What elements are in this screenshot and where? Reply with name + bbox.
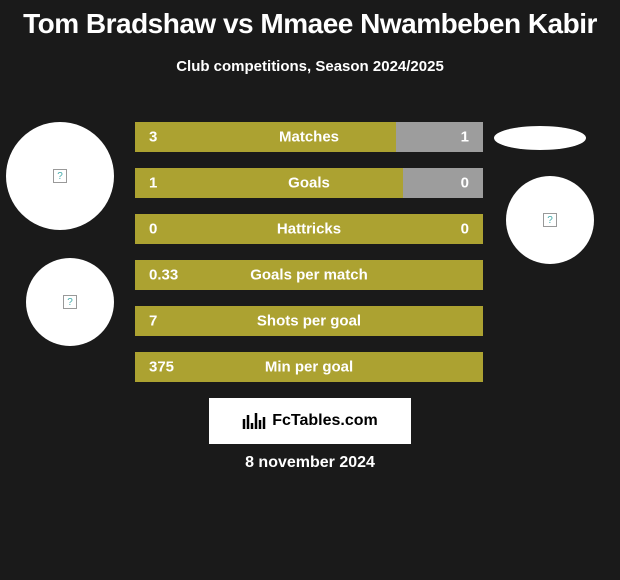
stat-value-right: 0 — [461, 175, 469, 192]
stat-label: Matches — [279, 129, 339, 146]
stat-label: Goals — [288, 175, 330, 192]
stat-row: 3 1 Matches — [135, 122, 483, 152]
stat-bar-right — [403, 168, 483, 198]
avatar-right-ellipse — [494, 126, 586, 150]
stat-row: 375 Min per goal — [135, 352, 483, 382]
avatar-left-2: ? — [26, 258, 114, 346]
stat-value-left: 1 — [149, 175, 157, 192]
stat-value-right: 1 — [461, 129, 469, 146]
placeholder-icon: ? — [63, 295, 77, 309]
stat-label: Shots per goal — [257, 313, 361, 330]
stat-label: Hattricks — [277, 221, 341, 238]
brand-text: FcTables.com — [272, 412, 378, 430]
stat-bar-right — [396, 122, 483, 152]
avatar-right-1: ? — [506, 176, 594, 264]
stat-label: Min per goal — [265, 359, 353, 376]
brand-icon — [242, 411, 266, 431]
stat-bar-left — [135, 122, 396, 152]
brand-badge: FcTables.com — [209, 398, 411, 444]
stat-value-left: 0.33 — [149, 267, 178, 284]
page-title: Tom Bradshaw vs Mmaee Nwambeben Kabir — [0, 0, 620, 40]
stat-row: 7 Shots per goal — [135, 306, 483, 336]
stat-value-right: 0 — [461, 221, 469, 238]
placeholder-icon: ? — [53, 169, 67, 183]
placeholder-icon: ? — [543, 213, 557, 227]
stat-value-left: 3 — [149, 129, 157, 146]
stat-value-left: 375 — [149, 359, 174, 376]
stat-label: Goals per match — [250, 267, 368, 284]
stat-value-left: 0 — [149, 221, 157, 238]
date-text: 8 november 2024 — [245, 454, 375, 472]
stat-row: 0 0 Hattricks — [135, 214, 483, 244]
stat-row: 0.33 Goals per match — [135, 260, 483, 290]
stats-container: 3 1 Matches 1 0 Goals 0 0 Hattricks 0.33 Goals per… — [135, 122, 483, 398]
stat-value-left: 7 — [149, 313, 157, 330]
subtitle: Club competitions, Season 2024/2025 — [0, 58, 620, 75]
stat-row: 1 0 Goals — [135, 168, 483, 198]
avatar-left-1: ? — [6, 122, 114, 230]
stat-bar-left — [135, 168, 403, 198]
